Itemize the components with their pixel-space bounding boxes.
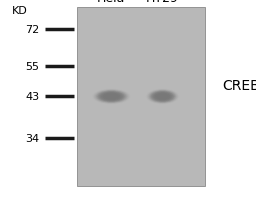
Ellipse shape: [100, 92, 123, 102]
Ellipse shape: [101, 93, 122, 101]
Text: CREB: CREB: [223, 79, 256, 93]
Ellipse shape: [98, 92, 125, 102]
FancyBboxPatch shape: [77, 8, 205, 186]
Ellipse shape: [105, 94, 118, 100]
Ellipse shape: [155, 94, 170, 100]
Ellipse shape: [154, 93, 171, 101]
Ellipse shape: [97, 91, 126, 103]
Ellipse shape: [147, 90, 178, 104]
Ellipse shape: [156, 94, 169, 100]
Ellipse shape: [153, 93, 172, 101]
Ellipse shape: [102, 93, 121, 101]
Ellipse shape: [152, 92, 173, 102]
Ellipse shape: [153, 92, 173, 102]
Text: KD: KD: [12, 6, 27, 16]
Ellipse shape: [160, 96, 165, 98]
Ellipse shape: [148, 90, 177, 104]
Ellipse shape: [146, 89, 179, 105]
Text: 34: 34: [26, 133, 40, 143]
Ellipse shape: [151, 92, 174, 102]
Ellipse shape: [150, 91, 175, 103]
Ellipse shape: [105, 95, 117, 99]
Text: 55: 55: [26, 62, 40, 72]
Ellipse shape: [158, 95, 167, 99]
Ellipse shape: [147, 90, 178, 104]
Text: Hela: Hela: [97, 0, 125, 5]
Ellipse shape: [109, 96, 114, 98]
Ellipse shape: [157, 94, 168, 100]
Text: 43: 43: [26, 92, 40, 102]
Text: HT29: HT29: [146, 0, 179, 5]
Ellipse shape: [159, 95, 166, 99]
Ellipse shape: [149, 91, 176, 103]
Ellipse shape: [96, 91, 127, 103]
Ellipse shape: [161, 96, 164, 98]
Ellipse shape: [94, 90, 129, 104]
Ellipse shape: [110, 96, 113, 98]
Text: 72: 72: [25, 24, 40, 34]
Ellipse shape: [104, 94, 119, 100]
Ellipse shape: [103, 94, 120, 100]
Ellipse shape: [92, 89, 131, 105]
Ellipse shape: [93, 90, 130, 104]
Ellipse shape: [106, 95, 116, 99]
Ellipse shape: [99, 92, 124, 102]
Ellipse shape: [108, 95, 115, 99]
Ellipse shape: [95, 90, 128, 104]
Ellipse shape: [158, 95, 167, 99]
